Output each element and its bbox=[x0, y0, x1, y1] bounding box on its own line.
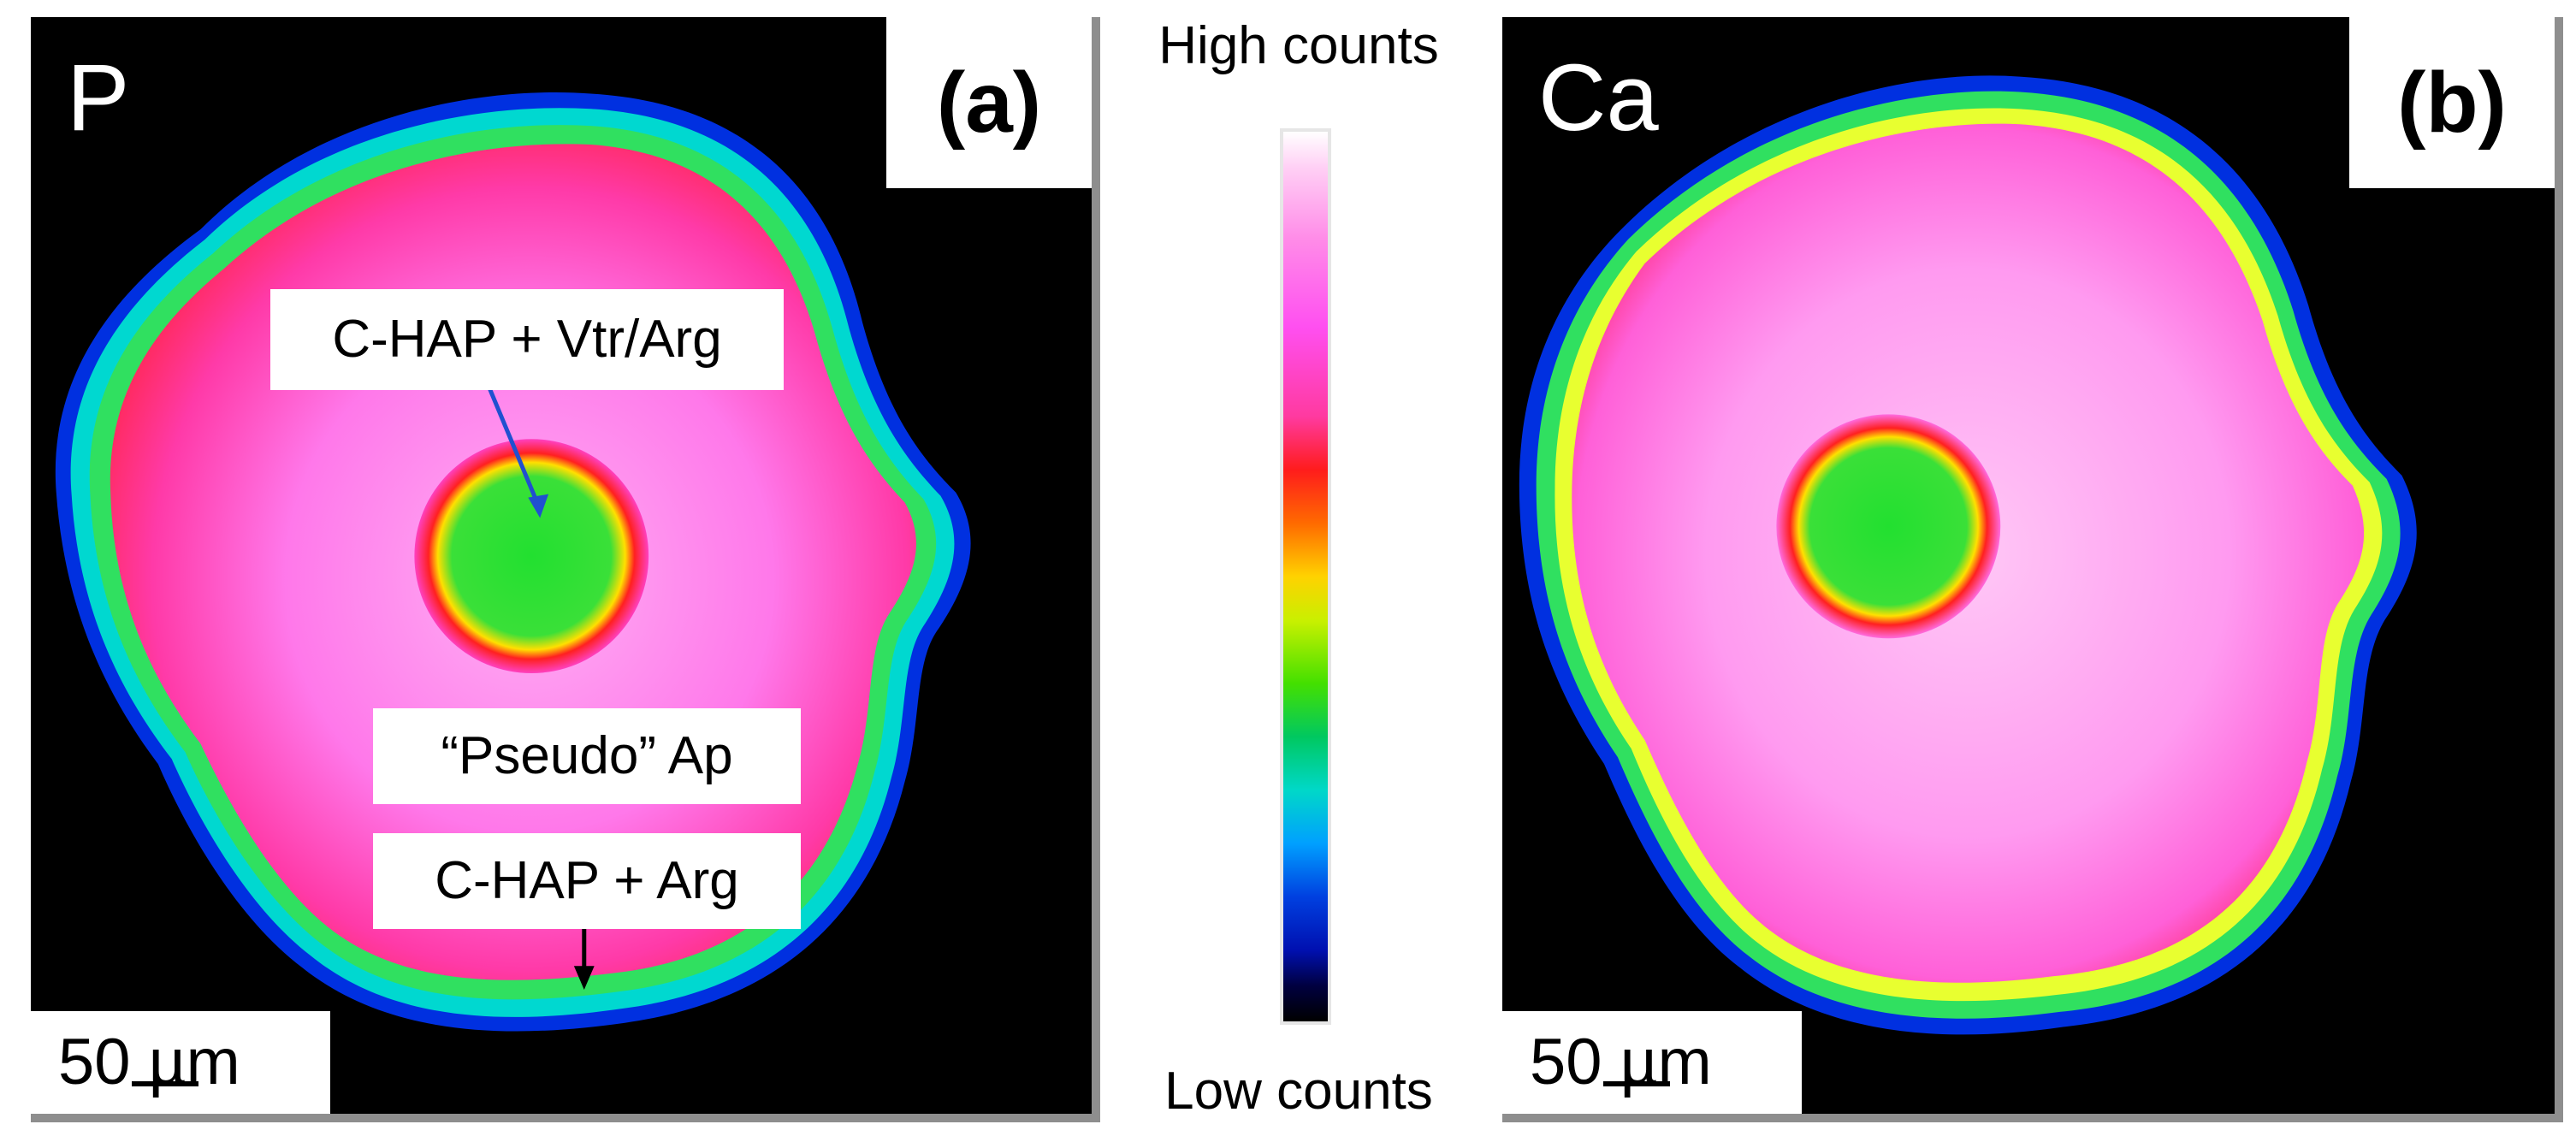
element-map-ca: Ca (b) 50 µm bbox=[1502, 17, 2563, 1122]
scale-unit: µm bbox=[148, 1026, 240, 1098]
annotation-pseudo-ap: “Pseudo” Ap bbox=[373, 708, 801, 804]
colorbar-gradient bbox=[1280, 128, 1331, 1025]
colorbar-high-label: High counts bbox=[1158, 16, 1439, 75]
ca-map-image bbox=[1519, 75, 2417, 1035]
element-label-p: P bbox=[67, 45, 130, 151]
scale-bar-line bbox=[1603, 1081, 1670, 1086]
element-label-ca: Ca bbox=[1538, 45, 1659, 151]
annotation-rim: C-HAP + Arg bbox=[373, 833, 801, 929]
panel-letter-b: (b) bbox=[2349, 17, 2555, 188]
scale-bar-line bbox=[132, 1081, 198, 1086]
colorbar-legend: High counts Low counts bbox=[1128, 0, 1470, 1142]
panel-letter-a: (a) bbox=[886, 17, 1092, 188]
scale-value: 50 bbox=[58, 1026, 131, 1098]
scale-value: 50 bbox=[1530, 1026, 1602, 1098]
scale-bar-a: 50 µm bbox=[31, 1011, 330, 1114]
element-map-p: P (a) C-HAP + Vtr/Arg “Pseudo” Ap C-HAP … bbox=[31, 17, 1100, 1122]
annotation-core: C-HAP + Vtr/Arg bbox=[270, 289, 784, 390]
scale-unit: µm bbox=[1620, 1026, 1712, 1098]
colorbar-low-label: Low counts bbox=[1164, 1062, 1433, 1121]
scale-bar-b: 50 µm bbox=[1502, 1011, 1802, 1114]
